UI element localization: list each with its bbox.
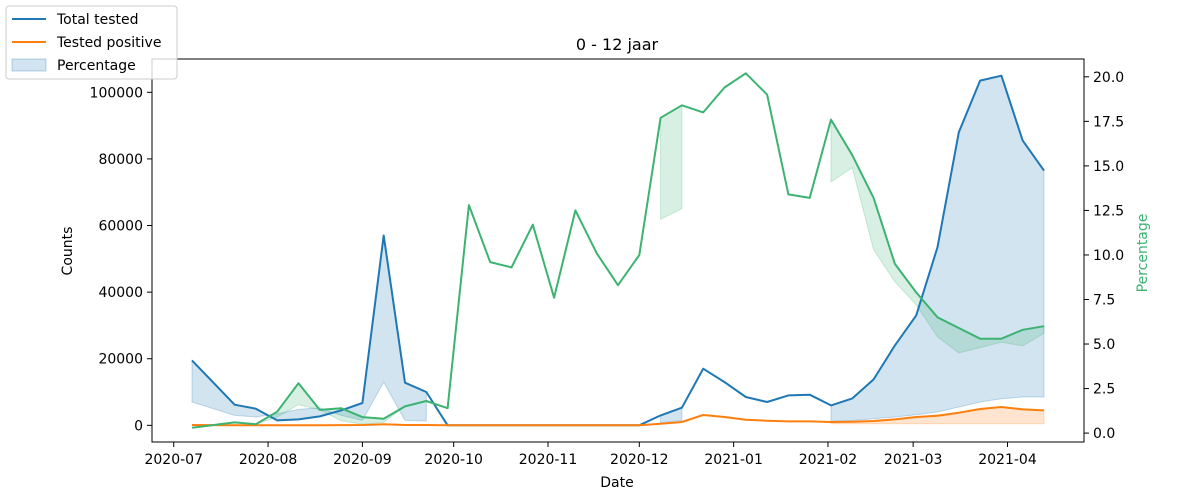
legend-percentage-swatch	[11, 58, 47, 72]
percentage-band-segment-1	[660, 104, 683, 221]
y2-tick-label-20.0: 20.0	[1093, 70, 1124, 86]
y2-tick-label-0.0: 0.0	[1093, 426, 1115, 442]
legend-box	[5, 5, 178, 80]
lines-layer	[191, 72, 1045, 429]
x-tick-label-2020-11: 2020-11	[519, 452, 578, 468]
percentage-line	[191, 72, 1045, 429]
y2-tick-label-5.0: 5.0	[1093, 337, 1115, 353]
x-axis-label: Date	[600, 475, 633, 491]
y2-tick-label-17.5: 17.5	[1093, 114, 1124, 130]
legend-total-label: Total tested	[56, 12, 139, 28]
y2-axis-label: Percentage	[1135, 214, 1151, 293]
y2-tick-label-10.0: 10.0	[1093, 248, 1124, 264]
y-axis-label: Counts	[60, 227, 76, 276]
y-tick-label-0: 0	[134, 418, 143, 434]
y-tick-label-40000: 40000	[98, 285, 143, 301]
plot-frame	[151, 58, 1085, 443]
x-tick-label-2021-02: 2021-02	[799, 452, 858, 468]
legend-percentage-label: Percentage	[57, 58, 136, 74]
y2-tick-label-15.0: 15.0	[1093, 159, 1124, 175]
x-tick-label-2020-10: 2020-10	[424, 452, 483, 468]
x-tick-label-2020-12: 2020-12	[610, 452, 669, 468]
y-tick-label-60000: 60000	[98, 219, 143, 235]
x-tick-label-2020-07: 2020-07	[144, 452, 203, 468]
chart-title: 0 - 12 jaar	[576, 35, 659, 54]
x-tick-label-2021-04: 2021-04	[978, 452, 1037, 468]
total-tested-band-segment-0	[191, 235, 427, 422]
y-tick-label-100000: 100000	[90, 85, 143, 101]
x-tick-label-2021-01: 2021-01	[704, 452, 763, 468]
y-tick-label-20000: 20000	[98, 352, 143, 368]
y2-tick-label-2.5: 2.5	[1093, 382, 1115, 398]
x-tick-label-2020-08: 2020-08	[239, 452, 298, 468]
legend: Total tested Tested positive Percentage	[5, 5, 178, 80]
x-tick-label-2020-09: 2020-09	[333, 452, 392, 468]
y-tick-label-80000: 80000	[98, 152, 143, 168]
legend-positive-label: Tested positive	[56, 35, 161, 51]
y-axis-right: 0.0 2.5 5.0 7.5 10.0 12.5 15.0 17.5 20.0	[1084, 70, 1124, 442]
bands-layer	[191, 75, 1045, 429]
y-axis-left: 0 20000 40000 60000 80000 100000	[90, 85, 152, 434]
y2-tick-label-12.5: 12.5	[1093, 203, 1124, 219]
y2-tick-label-7.5: 7.5	[1093, 292, 1115, 308]
x-axis: 2020-07 2020-08 2020-09 2020-10 2020-11 2020-…	[144, 442, 1037, 468]
x-tick-label-2021-03: 2021-03	[884, 452, 943, 468]
tested-positive-line	[191, 406, 1045, 427]
